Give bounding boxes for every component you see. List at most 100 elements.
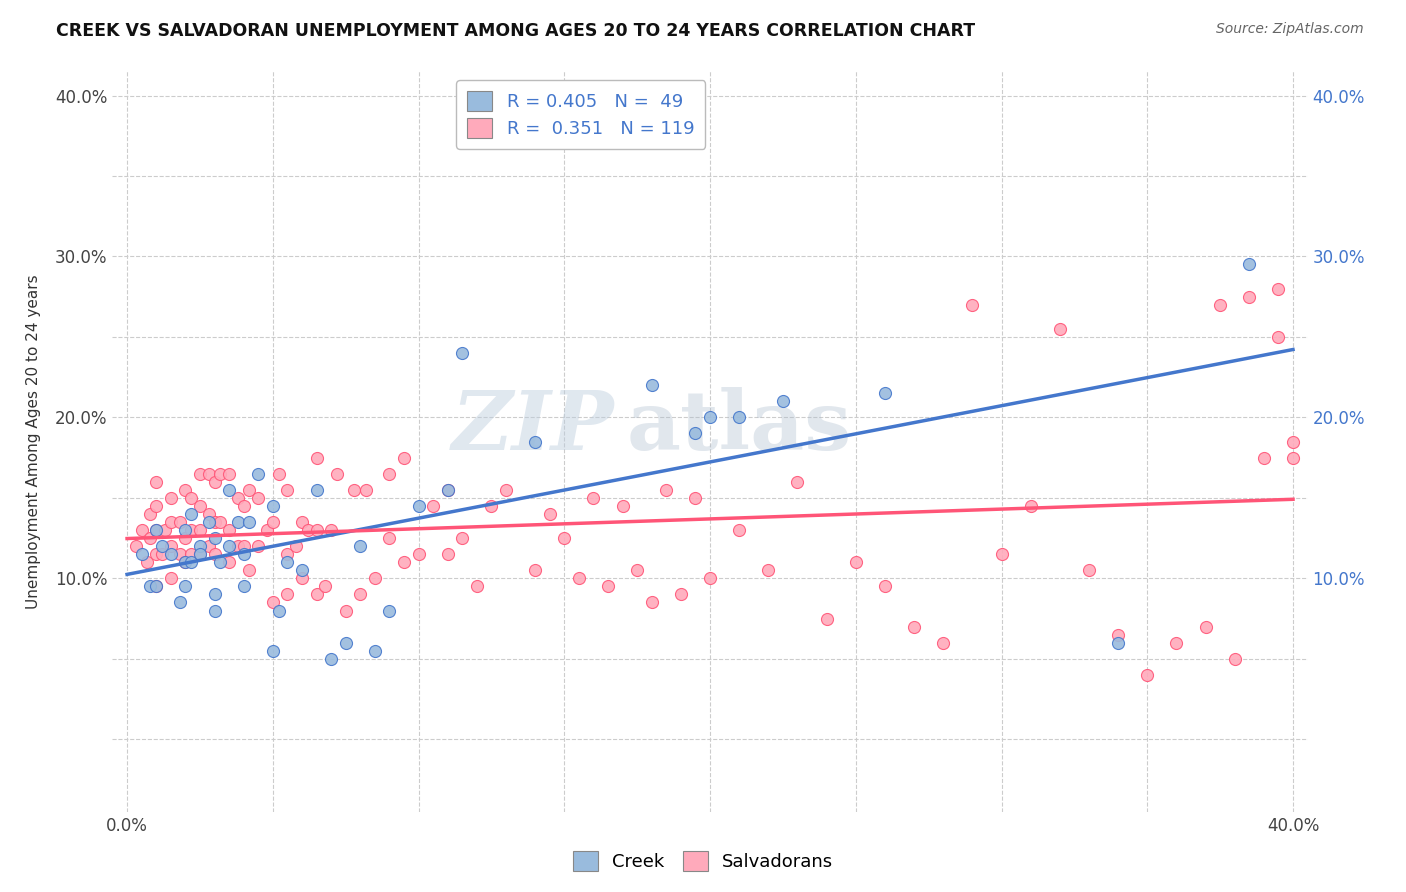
Point bbox=[247, 539, 270, 553]
Point bbox=[297, 523, 319, 537]
Point bbox=[319, 652, 342, 666]
Point bbox=[153, 523, 176, 537]
Y-axis label: Unemployment Among Ages 20 to 24 years: Unemployment Among Ages 20 to 24 years bbox=[27, 274, 41, 609]
Point bbox=[174, 523, 197, 537]
Point bbox=[159, 539, 181, 553]
Point bbox=[188, 499, 211, 513]
Point bbox=[524, 434, 547, 449]
Point bbox=[169, 515, 191, 529]
Point bbox=[218, 523, 240, 537]
Point bbox=[197, 507, 219, 521]
Point bbox=[990, 547, 1012, 561]
Point bbox=[436, 483, 458, 497]
Point bbox=[197, 515, 219, 529]
Point bbox=[699, 410, 721, 425]
Point bbox=[218, 555, 240, 569]
Point bbox=[349, 587, 371, 601]
Point bbox=[756, 563, 779, 577]
Point bbox=[145, 579, 167, 593]
Point bbox=[232, 547, 254, 561]
Point bbox=[343, 483, 366, 497]
Point bbox=[378, 531, 401, 545]
Point bbox=[238, 563, 260, 577]
Text: ZIP: ZIP bbox=[451, 387, 614, 467]
Point bbox=[188, 523, 211, 537]
Point bbox=[145, 523, 167, 537]
Point bbox=[392, 450, 415, 465]
Point bbox=[1136, 668, 1159, 682]
Point bbox=[232, 539, 254, 553]
Point bbox=[180, 491, 202, 505]
Point bbox=[150, 547, 173, 561]
Point bbox=[188, 467, 211, 481]
Point bbox=[553, 531, 575, 545]
Point bbox=[145, 579, 167, 593]
Point bbox=[145, 523, 167, 537]
Point bbox=[772, 394, 794, 409]
Point bbox=[145, 547, 167, 561]
Point bbox=[305, 483, 328, 497]
Point bbox=[247, 491, 270, 505]
Point bbox=[786, 475, 808, 489]
Point bbox=[1209, 298, 1232, 312]
Point bbox=[378, 467, 401, 481]
Point bbox=[1253, 450, 1275, 465]
Point bbox=[1282, 450, 1305, 465]
Point bbox=[451, 531, 474, 545]
Point bbox=[699, 571, 721, 585]
Point bbox=[451, 346, 474, 360]
Point bbox=[204, 515, 226, 529]
Point bbox=[349, 539, 371, 553]
Point bbox=[256, 523, 278, 537]
Point bbox=[226, 491, 249, 505]
Point bbox=[159, 515, 181, 529]
Point bbox=[174, 555, 197, 569]
Point bbox=[180, 547, 202, 561]
Point bbox=[728, 523, 751, 537]
Point bbox=[238, 515, 260, 529]
Point bbox=[305, 450, 328, 465]
Point bbox=[641, 595, 664, 609]
Point bbox=[139, 579, 162, 593]
Point bbox=[612, 499, 634, 513]
Point bbox=[204, 587, 226, 601]
Point bbox=[422, 499, 444, 513]
Point bbox=[262, 644, 284, 658]
Point bbox=[276, 547, 298, 561]
Point bbox=[180, 555, 202, 569]
Point bbox=[1239, 290, 1261, 304]
Point bbox=[538, 507, 561, 521]
Point bbox=[1267, 330, 1289, 344]
Point bbox=[197, 539, 219, 553]
Point bbox=[131, 547, 153, 561]
Point bbox=[378, 603, 401, 617]
Point bbox=[1282, 434, 1305, 449]
Point bbox=[1107, 628, 1129, 642]
Point bbox=[285, 539, 308, 553]
Legend: Creek, Salvadorans: Creek, Salvadorans bbox=[565, 844, 841, 879]
Point bbox=[815, 611, 838, 625]
Point bbox=[1019, 499, 1042, 513]
Point bbox=[174, 531, 197, 545]
Point bbox=[247, 467, 270, 481]
Point bbox=[1049, 322, 1071, 336]
Point bbox=[267, 603, 290, 617]
Point bbox=[125, 539, 148, 553]
Point bbox=[1078, 563, 1101, 577]
Point bbox=[232, 499, 254, 513]
Point bbox=[159, 547, 181, 561]
Point bbox=[481, 499, 503, 513]
Point bbox=[197, 467, 219, 481]
Point bbox=[1194, 619, 1216, 633]
Point bbox=[408, 547, 430, 561]
Point bbox=[1166, 636, 1188, 650]
Point bbox=[159, 491, 181, 505]
Point bbox=[582, 491, 605, 505]
Point bbox=[291, 563, 314, 577]
Point bbox=[139, 507, 162, 521]
Point bbox=[962, 298, 984, 312]
Point bbox=[276, 555, 298, 569]
Point bbox=[354, 483, 377, 497]
Point bbox=[262, 515, 284, 529]
Point bbox=[226, 539, 249, 553]
